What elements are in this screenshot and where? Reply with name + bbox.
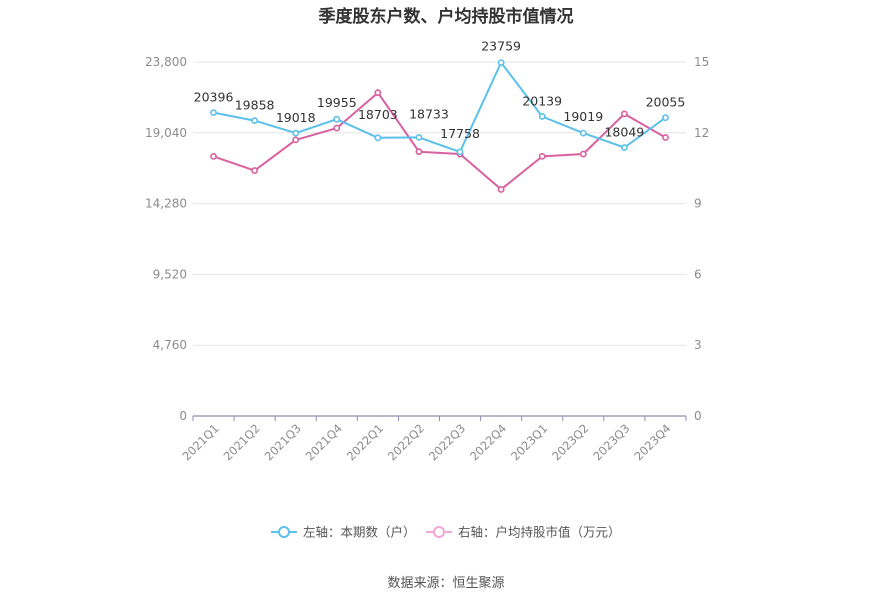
data-point-left[interactable] xyxy=(333,115,341,123)
data-point-right[interactable] xyxy=(538,152,546,160)
y-left-tick-label: 23,800 xyxy=(145,55,187,69)
data-point-right[interactable] xyxy=(415,148,423,156)
y-axis-left: 0 4,760 9,520 14,280 19,040 23,800 xyxy=(145,55,187,423)
data-point-left[interactable] xyxy=(292,129,300,137)
x-tick-label: 2023Q1 xyxy=(508,421,550,463)
data-label: 19019 xyxy=(563,109,603,124)
data-label: 23759 xyxy=(481,39,521,54)
data-label: 17758 xyxy=(440,126,480,141)
data-point-right[interactable] xyxy=(210,152,217,160)
data-point-left[interactable] xyxy=(538,113,546,120)
data-point-left[interactable] xyxy=(456,148,464,156)
data-label: 18733 xyxy=(409,106,449,121)
x-tick-label: 2021Q1 xyxy=(179,421,221,463)
legend: 左轴：本期数（户） 右轴：户均持股市值（万元） xyxy=(271,525,621,540)
x-tick-label: 2023Q4 xyxy=(631,421,673,463)
legend-label-left: 左轴：本期数（户） xyxy=(303,525,416,540)
data-label: 19955 xyxy=(317,95,357,110)
data-point-left[interactable] xyxy=(210,109,217,117)
legend-marker-right xyxy=(433,526,445,538)
x-tick-label: 2021Q4 xyxy=(303,421,345,463)
data-point-left[interactable] xyxy=(579,129,587,137)
data-label: 20396 xyxy=(194,90,234,105)
legend-item-right[interactable]: 右轴：户均持股市值（万元） xyxy=(426,525,621,540)
legend-item-left[interactable]: 左轴：本期数（户） xyxy=(271,525,416,540)
x-tick-label: 2021Q3 xyxy=(262,421,304,463)
y-right-tick-label: 3 xyxy=(694,338,702,352)
y-right-tick-label: 6 xyxy=(694,267,702,281)
data-point-right[interactable] xyxy=(620,110,628,118)
y-left-tick-label: 14,280 xyxy=(145,197,187,211)
data-point-right[interactable] xyxy=(251,167,259,174)
legend-label-right: 右轴：户均持股市值（万元） xyxy=(458,525,621,540)
x-tick-label: 2023Q3 xyxy=(590,421,632,463)
data-label: 18049 xyxy=(604,125,644,140)
data-point-left[interactable] xyxy=(251,117,259,125)
data-point-left[interactable] xyxy=(620,144,628,151)
x-tick-label: 2022Q4 xyxy=(467,421,509,463)
x-tick-label: 2022Q3 xyxy=(426,421,468,463)
chart-title: 季度股东户数、户均持股市值情况 xyxy=(319,6,574,27)
source-note: 数据来源：恒生聚源 xyxy=(387,576,504,591)
series xyxy=(210,59,669,193)
y-axis-right: 0 3 6 9 12 15 xyxy=(694,55,709,423)
data-point-left[interactable] xyxy=(662,114,669,122)
data-point-right[interactable] xyxy=(497,186,505,193)
data-point-right[interactable] xyxy=(662,134,669,141)
data-point-right[interactable] xyxy=(579,150,587,158)
y-left-tick-label: 0 xyxy=(179,409,187,423)
data-label: 20055 xyxy=(646,95,686,110)
data-point-right[interactable] xyxy=(292,136,300,144)
y-left-tick-label: 9,520 xyxy=(153,267,187,281)
legend-marker-left xyxy=(278,526,290,538)
data-point-right[interactable] xyxy=(333,124,341,132)
data-label: 19018 xyxy=(276,110,316,125)
y-right-tick-label: 0 xyxy=(694,409,702,423)
x-tick-label: 2022Q2 xyxy=(385,421,427,463)
data-point-left[interactable] xyxy=(497,59,505,67)
series-line-right xyxy=(213,91,666,191)
y-left-tick-label: 19,040 xyxy=(145,126,187,140)
x-tick-label: 2021Q2 xyxy=(221,421,263,463)
data-label: 19858 xyxy=(235,98,275,113)
data-label: 18703 xyxy=(358,107,398,122)
x-axis: 2021Q12021Q22021Q32021Q42022Q12022Q22022… xyxy=(179,415,687,463)
data-point-left[interactable] xyxy=(374,134,382,142)
y-right-tick-label: 15 xyxy=(694,55,709,69)
y-left-tick-label: 4,760 xyxy=(153,338,187,352)
data-point-left[interactable] xyxy=(415,133,423,141)
y-right-tick-label: 9 xyxy=(694,197,702,211)
data-label: 20139 xyxy=(522,93,562,108)
data-point-right[interactable] xyxy=(374,89,382,97)
x-tick-label: 2022Q1 xyxy=(344,421,386,463)
series-line-left xyxy=(213,61,667,153)
x-tick-label: 2023Q2 xyxy=(549,421,591,463)
y-right-tick-label: 12 xyxy=(694,126,709,140)
